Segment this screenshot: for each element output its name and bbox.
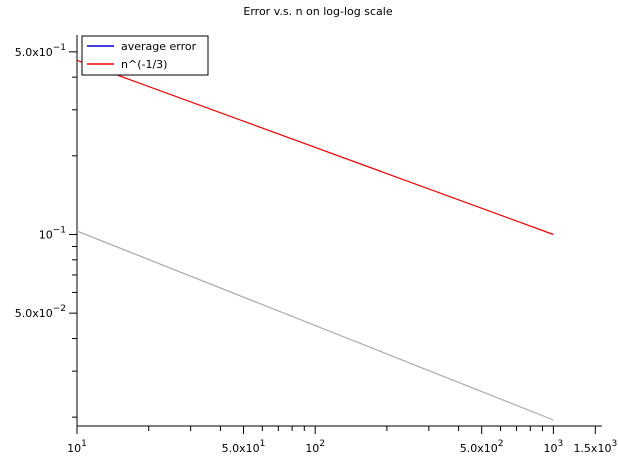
series-line-0 bbox=[76, 230, 554, 421]
legend-label: n^(-1/3) bbox=[121, 58, 167, 71]
x-tick-label: 5.0x101 bbox=[222, 439, 266, 455]
x-tick-label-mantissa: 5.0x10 bbox=[460, 442, 498, 455]
y-tick-label-mantissa: 10 bbox=[39, 228, 53, 241]
x-tick-label-exponent: 3 bbox=[611, 439, 617, 449]
x-tick-label: 5.0x102 bbox=[460, 439, 504, 455]
legend: average error n^(-1/3) bbox=[81, 35, 209, 76]
x-tick-label-mantissa: 5.0x10 bbox=[222, 442, 260, 455]
x-tick-label-exponent: 1 bbox=[81, 439, 87, 449]
y-tick-label: 10−1 bbox=[39, 225, 66, 241]
y-tick-label-mantissa: 5.0x10 bbox=[15, 307, 53, 320]
axes: 101 5.0x101 102 5.0x102 103 1.5x1035.0x10−110… bbox=[15, 35, 617, 455]
x-tick-label: 1.5x103 bbox=[573, 439, 617, 455]
x-tick-label: 101 bbox=[67, 439, 87, 455]
legend-label: average error bbox=[121, 40, 197, 53]
x-tick-label-mantissa: 10 bbox=[67, 442, 81, 455]
y-tick-label-exponent: −2 bbox=[53, 304, 66, 314]
x-tick-label-mantissa: 10 bbox=[305, 442, 319, 455]
y-tick-label: 5.0x10−1 bbox=[15, 43, 66, 59]
x-tick-label-mantissa: 1.5x10 bbox=[573, 442, 611, 455]
y-tick-label-mantissa: 5.0x10 bbox=[15, 46, 53, 59]
series-line-1 bbox=[76, 59, 554, 236]
x-tick-label-exponent: 2 bbox=[319, 439, 325, 449]
x-tick-label-mantissa: 10 bbox=[544, 442, 558, 455]
series-layer bbox=[76, 59, 554, 421]
legend-box bbox=[81, 35, 209, 76]
y-tick-label: 5.0x10−2 bbox=[15, 304, 66, 320]
x-tick-label-exponent: 2 bbox=[498, 439, 504, 449]
y-tick-label-exponent: −1 bbox=[53, 225, 66, 235]
legend-items: average error n^(-1/3) bbox=[87, 40, 197, 71]
x-tick-label-exponent: 1 bbox=[260, 439, 266, 449]
x-tick-label: 102 bbox=[305, 439, 325, 455]
y-tick-label-exponent: −1 bbox=[53, 43, 66, 53]
chart-title: Error v.s. n on log-log scale bbox=[243, 5, 392, 18]
x-tick-label: 103 bbox=[544, 439, 564, 455]
x-tick-label-exponent: 3 bbox=[558, 439, 564, 449]
